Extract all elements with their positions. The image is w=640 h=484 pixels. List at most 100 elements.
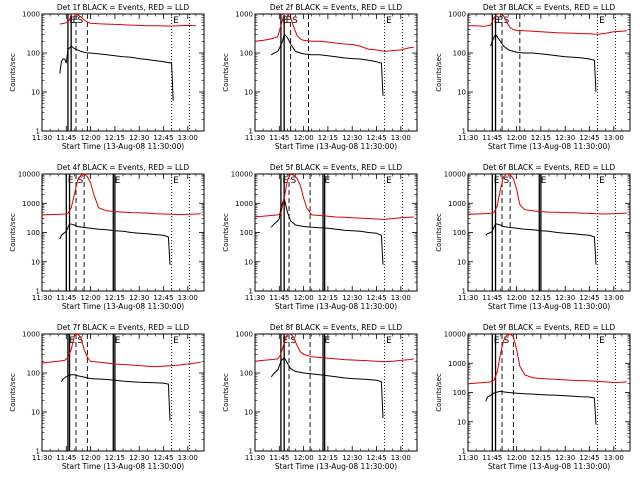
x-tick-label: 11:30 (245, 294, 265, 302)
series-group (59, 14, 196, 101)
x-tick-label: 11:30 (458, 294, 478, 302)
x-tick-label: 12:15 (318, 294, 338, 302)
y-axis-label: Counts/sec (222, 53, 230, 92)
marker-label: E (494, 176, 500, 186)
y-tick-label: 1 (462, 128, 466, 136)
panel-9: Det 9f BLACK = Events, RED = LLD 1 10 100 10… (435, 323, 631, 471)
y-tick-label: 1 (249, 128, 253, 136)
x-tick-label: 13:00 (178, 454, 198, 462)
marker-label: S (504, 336, 510, 346)
x-tick-label: 12:45 (579, 294, 599, 302)
plot-frame (254, 173, 418, 292)
series-events-line (485, 223, 597, 265)
marker-label: E (173, 176, 179, 186)
x-tick-label: 11:30 (32, 294, 52, 302)
marker-label: E (386, 336, 392, 346)
x-tick-label: 11:30 (245, 454, 265, 462)
x-tick-label: 11:45 (482, 134, 502, 142)
x-tick-label: 12:45 (366, 294, 386, 302)
plot-frame (254, 333, 418, 452)
x-tick-label: 13:00 (604, 454, 624, 462)
marker-label: E (599, 16, 605, 26)
panel-1: Det 1f BLACK = Events, RED = LLD 1 10 100 10… (9, 3, 205, 151)
x-tick-label: 12:30 (555, 134, 575, 142)
y-tick-label: 100 (240, 370, 253, 378)
series-lld-line (255, 174, 414, 220)
series-group (255, 334, 414, 419)
series-lld-line (468, 14, 627, 35)
x-tick-label: 11:30 (32, 454, 52, 462)
x-tick-label: 11:30 (458, 134, 478, 142)
y-tick-label: 100 (453, 229, 466, 237)
x-tick-label: 11:45 (482, 294, 502, 302)
x-axis-label: Start Time (13-Aug-08 11:30:00) (62, 302, 184, 311)
marker-label: E (282, 176, 288, 186)
x-tick-label: 12:30 (342, 134, 362, 142)
marker-label: S (291, 336, 297, 346)
x-axis-label: Start Time (13-Aug-08 11:30:00) (275, 142, 397, 151)
marker-label: E (115, 176, 121, 186)
series-events-line (60, 374, 171, 421)
x-axis-label: Start Time (13-Aug-08 11:30:00) (62, 462, 184, 471)
marker-label: E (325, 336, 331, 346)
x-tick-label: 13:00 (391, 454, 411, 462)
series-group (468, 174, 627, 265)
y-axis-label: Counts/sec (9, 53, 17, 92)
panel-title: Det 7f BLACK = Events, RED = LLD (57, 323, 190, 332)
series-group (42, 334, 201, 421)
y-tick-label: 1000 (22, 11, 40, 19)
y-axis-label: Counts/sec (435, 373, 443, 412)
series-group (255, 14, 414, 96)
y-tick-label: 100 (27, 50, 40, 58)
y-tick-label: 10 (31, 409, 40, 417)
x-axis-label: Start Time (13-Aug-08 11:30:00) (275, 302, 397, 311)
series-lld-line (468, 174, 627, 215)
marker-label: E (68, 176, 74, 186)
x-tick-label: 12:30 (555, 294, 575, 302)
y-tick-label: 10 (31, 258, 40, 266)
x-tick-label: 12:00 (294, 294, 314, 302)
marker-label: E (497, 16, 503, 26)
marker-label: E (73, 16, 79, 26)
panel-title: Det 4f BLACK = Events, RED = LLD (57, 163, 190, 172)
y-tick-label: 1000 (448, 360, 466, 368)
y-axis-label: Counts/sec (222, 373, 230, 412)
x-tick-label: 12:15 (318, 134, 338, 142)
marker-label: E (173, 336, 179, 346)
y-tick-label: 100 (453, 389, 466, 397)
x-tick-label: 13:00 (178, 134, 198, 142)
y-tick-label: 10 (244, 89, 253, 97)
y-axis-label: Counts/sec (9, 373, 17, 412)
series-group (42, 174, 201, 265)
x-tick-label: 12:45 (579, 134, 599, 142)
x-axis-label: Start Time (13-Aug-08 11:30:00) (62, 142, 184, 151)
y-tick-label: 10000 (444, 331, 466, 339)
x-tick-label: 12:45 (153, 134, 173, 142)
x-axis-label: Start Time (13-Aug-08 11:30:00) (488, 302, 610, 311)
x-tick-label: 12:00 (81, 134, 101, 142)
x-tick-label: 12:15 (531, 454, 551, 462)
marker-label: E (69, 336, 75, 346)
marker-label: E (494, 336, 500, 346)
y-tick-label: 10 (457, 89, 466, 97)
y-tick-label: 1 (249, 288, 253, 296)
y-tick-label: 1 (462, 288, 466, 296)
y-tick-label: 100 (240, 229, 253, 237)
x-tick-label: 11:45 (56, 134, 76, 142)
panel-title: Det 3f BLACK = Events, RED = LLD (483, 3, 616, 12)
x-tick-label: 11:30 (32, 134, 52, 142)
x-tick-label: 12:45 (153, 454, 173, 462)
x-tick-label: 12:15 (531, 294, 551, 302)
x-tick-label: 11:30 (458, 454, 478, 462)
marker-label: E (286, 16, 292, 26)
series-lld-line (255, 334, 414, 363)
y-tick-label: 1000 (22, 331, 40, 339)
y-tick-label: 10 (31, 89, 40, 97)
x-tick-label: 12:30 (129, 454, 149, 462)
marker-label: E (386, 16, 392, 26)
y-tick-label: 100 (27, 370, 40, 378)
marker-label: E (386, 176, 392, 186)
x-tick-label: 12:00 (294, 134, 314, 142)
y-tick-label: 1 (36, 128, 40, 136)
y-tick-label: 1000 (448, 200, 466, 208)
